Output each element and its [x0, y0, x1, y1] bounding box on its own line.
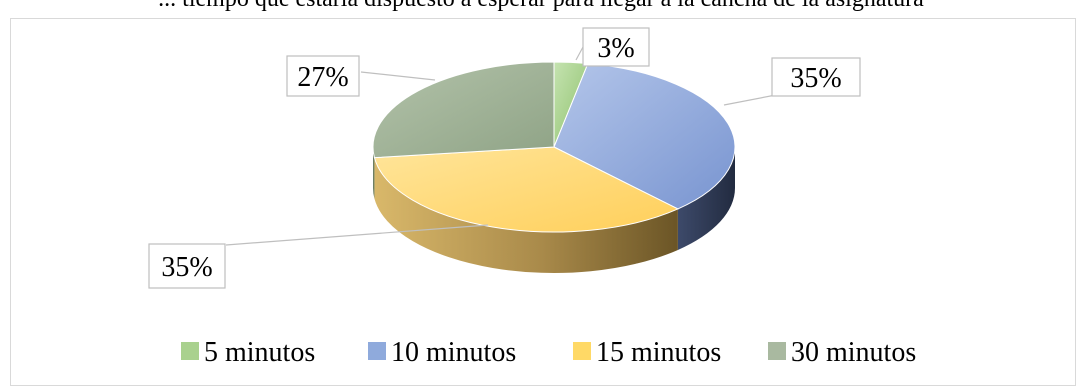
legend-label-2: 15 minutos [596, 337, 721, 368]
legend-label-3: 30 minutos [791, 337, 916, 368]
legend-label-1: 10 minutos [391, 337, 516, 368]
legend-swatch-0 [181, 342, 199, 360]
chart-frame [10, 18, 1076, 386]
data-label-1: 35% [790, 63, 841, 94]
pie-slice-3 [372, 61, 555, 159]
data-label-box-0 [582, 27, 650, 67]
pie-slice-side-1 [677, 147, 735, 250]
pie-slice-2 [373, 146, 680, 233]
legend-swatch-1 [368, 342, 386, 360]
leader-line-3 [360, 71, 436, 81]
legend-swatch-2 [573, 342, 591, 360]
data-label-box-3 [286, 55, 360, 97]
data-label-box-2 [148, 243, 226, 289]
data-label-3: 27% [297, 62, 348, 93]
chart-title: ... tiempo que estaría dispuesto a esper… [0, 0, 1082, 13]
leader-line-0 [575, 46, 584, 61]
legend-label-0: 5 minutos [204, 337, 315, 368]
data-label-box-1 [771, 57, 861, 97]
legend-swatch-3 [768, 342, 786, 360]
leader-line-2 [225, 224, 489, 246]
pie-slice-side-2 [374, 157, 678, 273]
data-label-2: 35% [161, 252, 212, 283]
pie-slice-1 [553, 62, 736, 210]
data-label-0: 3% [597, 33, 634, 64]
pie-slice-side-3 [373, 147, 375, 199]
